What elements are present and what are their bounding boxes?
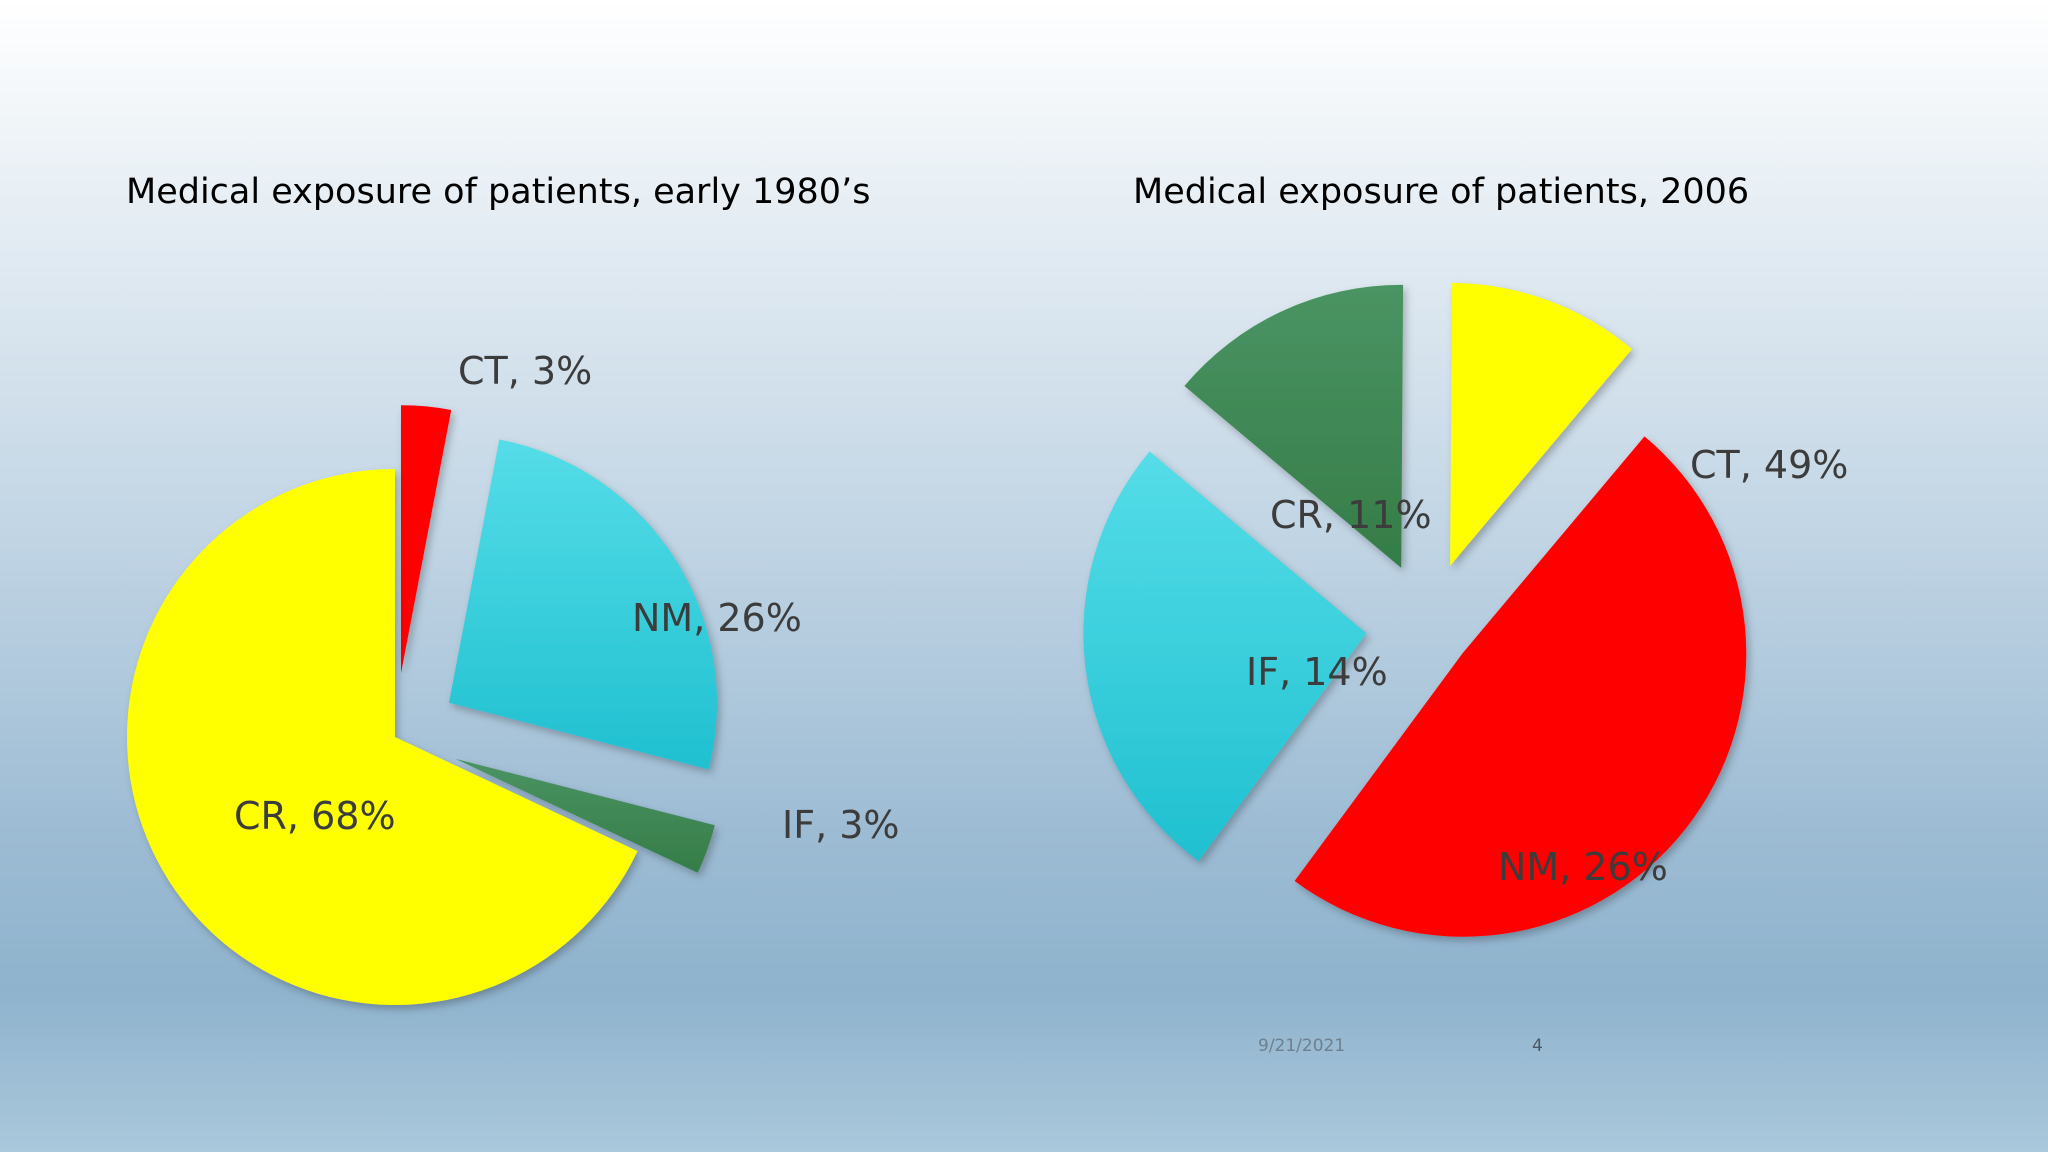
pie-slice-ct bbox=[401, 405, 452, 674]
pie-slice-if bbox=[455, 758, 715, 873]
slice-label-ct: CT, 3% bbox=[458, 349, 592, 393]
slice-label-nm: NM, 26% bbox=[1498, 845, 1668, 889]
pie-slice-nm bbox=[449, 439, 718, 770]
slice-label-if: IF, 14% bbox=[1246, 650, 1388, 694]
slice-label-cr: CR, 68% bbox=[234, 794, 396, 838]
page-number: 4 bbox=[1532, 1036, 1543, 1056]
pie-chart-left: CT, 3% NM, 26% IF, 3% CR, 68% bbox=[127, 349, 900, 1005]
pie-slice-cr bbox=[127, 468, 638, 1005]
slice-label-cr: CR, 11% bbox=[1270, 493, 1432, 537]
chart-title-right: Medical exposure of patients, 2006 bbox=[1133, 172, 1750, 212]
pie-slice-ct bbox=[1294, 436, 1747, 937]
pie-slice-nm bbox=[1083, 451, 1367, 862]
chart-title-left: Medical exposure of patients, early 1980… bbox=[126, 172, 871, 212]
footer-date: 9/21/2021 bbox=[1258, 1036, 1346, 1056]
pie-chart-right: CT, 49% NM, 26% IF, 14% CR, 11% bbox=[1083, 282, 1848, 937]
pie-slice-if bbox=[1184, 284, 1404, 568]
pie-slice-cr bbox=[1450, 282, 1632, 566]
slice-label-ct: CT, 49% bbox=[1690, 443, 1848, 487]
slice-label-nm: NM, 26% bbox=[632, 596, 802, 640]
slice-label-if: IF, 3% bbox=[782, 803, 900, 847]
